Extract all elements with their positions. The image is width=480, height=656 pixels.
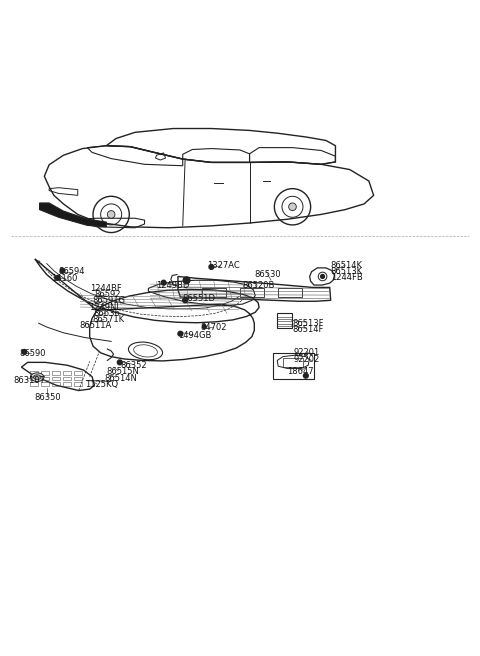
Text: 86591G: 86591G [92,297,125,305]
Text: 86551D: 86551D [183,295,216,303]
Bar [41,382,48,386]
Text: 86594: 86594 [59,267,85,276]
Bar [74,371,82,375]
Text: 86514N: 86514N [104,374,137,382]
Text: 1494GB: 1494GB [178,331,211,340]
Text: 86513F: 86513F [292,319,324,328]
Text: 86530: 86530 [254,270,281,279]
Bar [202,288,226,297]
Bar [30,382,37,386]
Bar [63,377,71,380]
Text: 1244BF: 1244BF [90,284,121,293]
Bar [240,288,264,297]
Text: 1249BD: 1249BD [156,281,190,289]
Circle shape [55,276,60,280]
Text: 86352: 86352 [120,361,147,370]
Text: 86571K: 86571K [92,315,124,324]
Circle shape [209,264,214,270]
Circle shape [161,280,166,285]
Bar [63,382,71,386]
Bar [30,377,37,380]
Text: 92201: 92201 [293,348,320,358]
Text: 86590: 86590 [20,349,46,358]
Bar [52,382,60,386]
Text: 1249NL: 1249NL [89,302,121,312]
Text: 86514F: 86514F [292,325,324,334]
Bar [283,358,303,367]
Bar [41,371,48,375]
Circle shape [183,298,188,302]
Circle shape [178,331,183,336]
Ellipse shape [31,373,44,381]
Circle shape [117,360,122,365]
Text: 18647: 18647 [287,367,313,377]
Bar [52,371,60,375]
Text: 86514K: 86514K [331,260,363,270]
Text: 86520B: 86520B [242,281,275,289]
Text: 86515N: 86515N [107,367,139,377]
Bar [277,313,291,328]
Bar [74,382,82,386]
Circle shape [22,350,27,354]
Circle shape [202,325,206,329]
Circle shape [60,268,65,273]
Text: 86513K: 86513K [331,267,363,276]
Text: 1125KQ: 1125KQ [85,380,118,389]
Text: 86350: 86350 [35,393,61,401]
Text: 86636: 86636 [94,309,120,318]
Bar [74,377,82,380]
Polygon shape [39,203,107,227]
Text: 86310T: 86310T [13,376,45,385]
Bar [41,377,48,380]
Bar [52,377,60,380]
Circle shape [108,211,115,218]
Text: 1244FB: 1244FB [331,273,362,282]
Text: 1327AC: 1327AC [206,262,240,270]
Circle shape [288,203,296,211]
Text: 84702: 84702 [201,323,228,333]
Ellipse shape [34,375,41,380]
Text: 86592: 86592 [95,290,121,299]
Circle shape [303,373,308,378]
Bar [63,371,71,375]
Circle shape [321,275,324,278]
Bar [278,288,302,297]
Text: 86511A: 86511A [79,321,111,330]
Circle shape [183,277,190,283]
Bar [30,371,37,375]
Text: 92202: 92202 [293,354,320,363]
Text: 14160: 14160 [51,274,78,283]
